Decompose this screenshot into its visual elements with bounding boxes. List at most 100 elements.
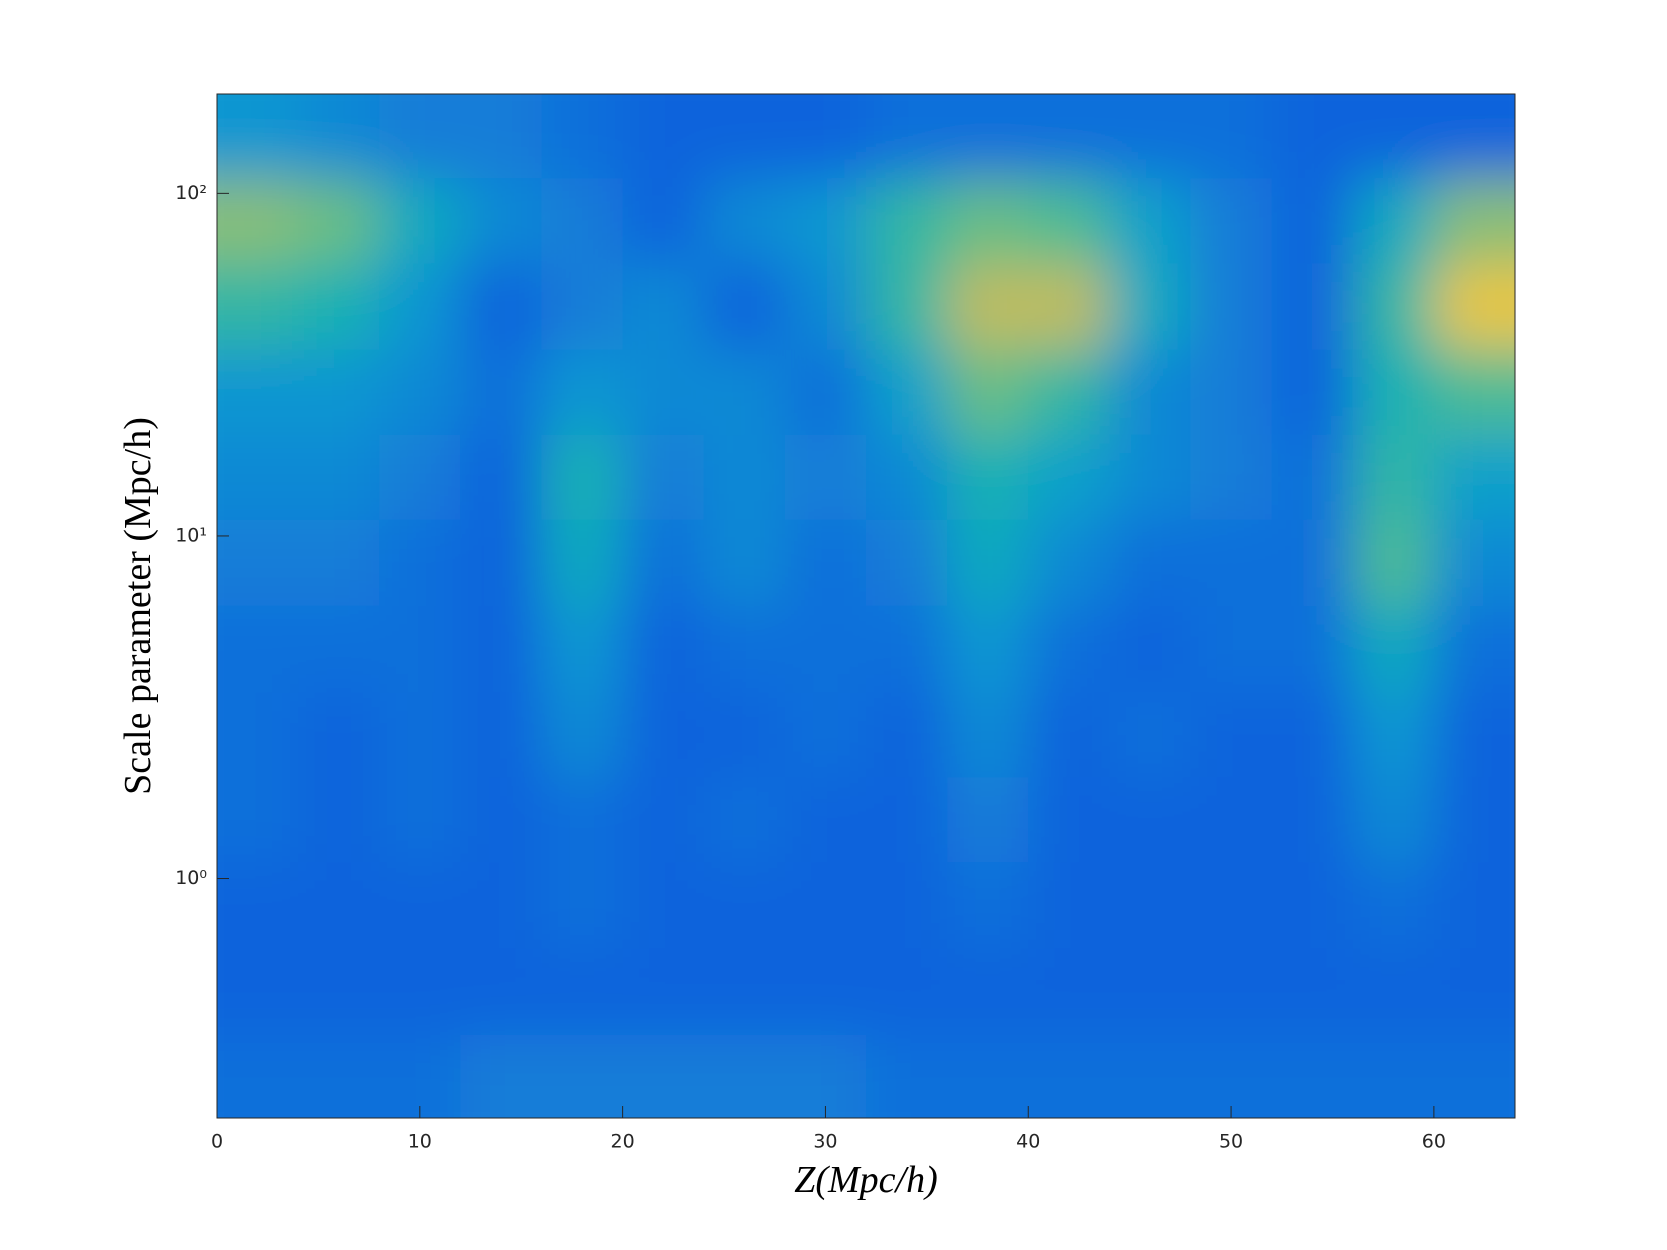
heatmap-cell	[217, 605, 300, 694]
heatmap-cell	[1271, 94, 1354, 180]
heatmap-cell	[217, 948, 300, 1036]
heatmap-cell	[947, 605, 1030, 694]
x-tick-label: 40	[1016, 1131, 1040, 1153]
heatmap-cell	[947, 519, 1030, 607]
heatmap-cell	[947, 777, 1030, 864]
heatmap-cell	[947, 349, 1030, 436]
heatmap-cell	[541, 349, 624, 436]
heatmap-cell	[298, 434, 381, 521]
heatmap-cell	[1271, 605, 1354, 694]
heatmap-cell	[866, 692, 949, 779]
heatmap-cell	[784, 94, 867, 180]
heatmap-cell	[1109, 692, 1192, 779]
heatmap-cell	[784, 692, 867, 779]
heatmap-cell	[866, 605, 949, 694]
heatmap-cell	[298, 1034, 381, 1118]
heatmap-cell	[784, 349, 867, 436]
heatmap-cell	[1109, 948, 1192, 1036]
heatmap-cell	[1190, 862, 1273, 950]
heatmap-cell	[1190, 178, 1273, 265]
heatmap	[217, 94, 1515, 1118]
x-tick-label: 20	[611, 1131, 635, 1153]
heatmap-cell	[541, 777, 624, 864]
heatmap-cell	[1190, 94, 1273, 180]
heatmap-cell	[703, 1034, 786, 1118]
heatmap-cell	[866, 178, 949, 265]
heatmap-cell	[947, 1034, 1030, 1118]
heatmap-cell	[947, 263, 1030, 351]
heatmap-cell	[1028, 692, 1111, 779]
heatmap-cell	[703, 605, 786, 694]
heatmap-cell	[703, 263, 786, 351]
x-tick-label: 60	[1422, 1131, 1446, 1153]
heatmap-cell	[298, 519, 381, 607]
heatmap-cell	[1433, 519, 1515, 607]
heatmap-cell	[1190, 349, 1273, 436]
heatmap-cell	[460, 434, 543, 521]
heatmap-cell	[1109, 94, 1192, 180]
y-axis-label: Scale parameter (Mpc/h)	[117, 417, 159, 795]
heatmap-cell	[622, 605, 705, 694]
heatmap-cell	[1352, 605, 1435, 694]
heatmap-cell	[541, 263, 624, 351]
heatmap-cell	[703, 434, 786, 521]
heatmap-cell	[460, 349, 543, 436]
heatmap-cell	[1271, 777, 1354, 864]
heatmap-cell	[784, 862, 867, 950]
heatmap-cell	[298, 349, 381, 436]
heatmap-cell	[298, 178, 381, 265]
heatmap-cell	[1352, 263, 1435, 351]
heatmap-cell	[217, 777, 300, 864]
heatmap-cell	[1433, 178, 1515, 265]
heatmap-cell	[541, 948, 624, 1036]
heatmap-cell	[541, 94, 624, 180]
heatmap-cell	[703, 777, 786, 864]
heatmap-cell	[1352, 434, 1435, 521]
heatmap-cell	[379, 862, 462, 950]
heatmap-cell	[1190, 948, 1273, 1036]
heatmap-cell	[1190, 605, 1273, 694]
heatmap-cell	[784, 1034, 867, 1118]
heatmap-cell	[1028, 434, 1111, 521]
heatmap-cell	[379, 263, 462, 351]
heatmap-cell	[217, 94, 300, 180]
heatmap-cell	[1433, 349, 1515, 436]
heatmap-cell	[1190, 263, 1273, 351]
heatmap-cell	[298, 862, 381, 950]
heatmap-cell	[217, 519, 300, 607]
heatmap-cell	[1271, 434, 1354, 521]
heatmap-cell	[460, 178, 543, 265]
heatmap-cell	[217, 1034, 300, 1118]
heatmap-cell	[1352, 519, 1435, 607]
x-tick-label: 50	[1219, 1131, 1243, 1153]
heatmap-cell	[541, 862, 624, 950]
heatmap-cell	[1433, 862, 1515, 950]
heatmap-cell	[622, 777, 705, 864]
heatmap-cell	[1271, 1034, 1354, 1118]
heatmap-cell	[622, 94, 705, 180]
heatmap-cell	[217, 434, 300, 521]
heatmap-cell	[379, 94, 462, 180]
heatmap-cell	[947, 178, 1030, 265]
heatmap-cell	[541, 178, 624, 265]
heatmap-cell	[1028, 605, 1111, 694]
heatmap-cell	[379, 434, 462, 521]
heatmap-cell	[541, 519, 624, 607]
heatmap-cell	[947, 692, 1030, 779]
heatmap-cell	[460, 1034, 543, 1118]
heatmap-cell	[1109, 1034, 1192, 1118]
heatmap-cell	[1271, 349, 1354, 436]
heatmap-cell	[703, 178, 786, 265]
heatmap-cell	[1109, 434, 1192, 521]
heatmap-cell	[1109, 263, 1192, 351]
heatmap-cell	[947, 434, 1030, 521]
heatmap-cell	[460, 862, 543, 950]
heatmap-cell	[866, 263, 949, 351]
heatmap-cell	[784, 434, 867, 521]
heatmap-cell	[784, 948, 867, 1036]
heatmap-cell	[541, 434, 624, 521]
heatmap-cell	[1109, 605, 1192, 694]
heatmap-cell	[1028, 349, 1111, 436]
heatmap-cell	[1109, 777, 1192, 864]
